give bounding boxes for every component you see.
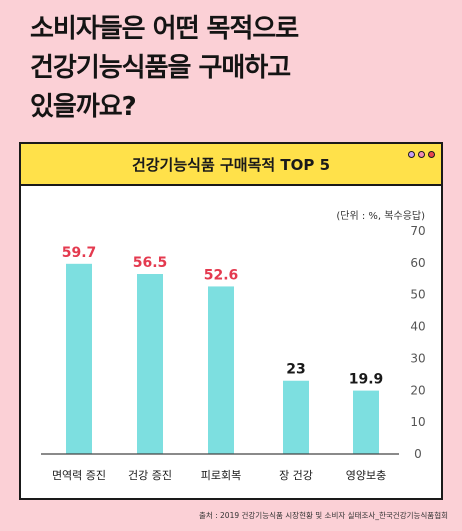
x-tick-label: 면역력 증진	[52, 469, 106, 482]
x-tick-label: 피로회복	[201, 469, 241, 482]
window-dot-pink	[418, 151, 425, 158]
source-note: 출처 : 2019 건강기능식품 시장현황 및 소비자 실태조사_한국건강기능식…	[198, 511, 448, 520]
bar	[137, 274, 163, 454]
x-tick-label: 장 건강	[279, 469, 313, 482]
y-tick-label: 30	[410, 351, 425, 365]
x-tick-label: 영양보충	[346, 469, 386, 482]
y-tick-label: 70	[410, 224, 425, 238]
y-tick-label: 40	[410, 320, 425, 334]
bar-value-label: 23	[286, 362, 305, 378]
headline: 소비자들은 어떤 목적으로 건강기능식품을 구매하고 있을까요?	[30, 10, 450, 127]
bar-value-label: 19.9	[349, 372, 384, 388]
unit-note: (단위 : %, 복수응답)	[336, 211, 425, 222]
bar	[66, 263, 92, 454]
bar	[283, 380, 309, 454]
window-dots	[408, 151, 435, 158]
chart-card-header: 건강기능식품 구매목적 TOP 5	[21, 144, 441, 186]
window-dot-purple	[408, 151, 415, 158]
chart-card: 건강기능식품 구매목적 TOP 5 (단위 : %, 복수응답) 0 10 20 30…	[19, 142, 443, 500]
bar-value-label: 59.7	[62, 245, 97, 261]
y-tick-label: 60	[410, 256, 425, 270]
x-tick-label: 건강 증진	[128, 469, 172, 482]
bar-value-label: 56.5	[133, 255, 168, 271]
chart-title: 건강기능식품 구매목적 TOP 5	[131, 156, 331, 174]
bar-value-label: 52.6	[204, 267, 239, 283]
bar	[353, 390, 379, 454]
y-tick-label: 10	[410, 415, 425, 429]
bar	[208, 286, 234, 454]
window-dot-red	[428, 151, 435, 158]
headline-line-1: 소비자들은 어떤 목적으로	[30, 14, 299, 44]
y-tick-label: 20	[410, 383, 425, 397]
y-tick-label: 0	[414, 447, 422, 461]
bar-chart: 0 10 20 30 40 50 60 70 59.7 면역력 증진 56.5 건강 증진 52.6 피로…	[41, 224, 426, 482]
headline-line-2: 건강기능식품을 구매하고	[30, 53, 291, 83]
y-tick-label: 50	[410, 288, 425, 302]
headline-line-3: 있을까요?	[30, 92, 137, 122]
